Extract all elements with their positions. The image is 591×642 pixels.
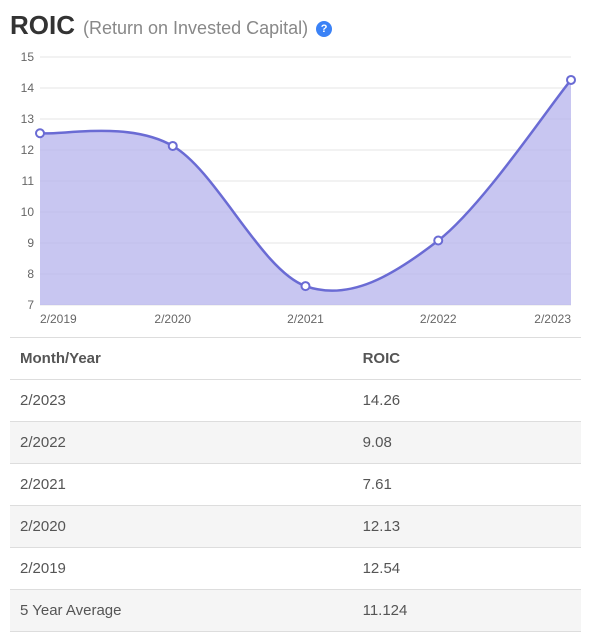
- cell-date: 5 Year Average: [10, 590, 353, 632]
- svg-text:11: 11: [22, 174, 35, 188]
- svg-text:15: 15: [21, 50, 35, 64]
- svg-text:2/2023: 2/2023: [534, 312, 571, 326]
- svg-text:9: 9: [27, 236, 34, 250]
- roic-chart: 7 8 9 10 11 12 13 14 15 2/2019 2/2020 2/2021 2/2022 2…: [10, 49, 581, 331]
- svg-text:12: 12: [21, 143, 35, 157]
- cell-value: 14.26: [353, 380, 581, 422]
- table-row: 2/202314.26: [10, 380, 581, 422]
- table-header-row: Month/Year ROIC: [10, 338, 581, 380]
- cell-value: 7.61: [353, 464, 581, 506]
- cell-date: 2/2021: [10, 464, 353, 506]
- svg-text:13: 13: [21, 112, 35, 126]
- cell-value: 9.08: [353, 422, 581, 464]
- cell-value: 12.13: [353, 506, 581, 548]
- svg-text:2/2021: 2/2021: [287, 312, 324, 326]
- metric-subtitle: (Return on Invested Capital): [83, 18, 308, 39]
- table-row: 2/20229.08: [10, 422, 581, 464]
- col-header-date: Month/Year: [10, 338, 353, 380]
- chart-svg: 7 8 9 10 11 12 13 14 15 2/2019 2/2020 2/2021 2/2022 2…: [10, 49, 581, 331]
- table-row: 5 Year Average11.124: [10, 590, 581, 632]
- table-row: 2/20217.61: [10, 464, 581, 506]
- table-row: 2/201912.54: [10, 548, 581, 590]
- svg-text:10: 10: [21, 205, 35, 219]
- header: ROIC (Return on Invested Capital) ?: [10, 10, 581, 41]
- cell-date: 2/2022: [10, 422, 353, 464]
- cell-date: 2/2019: [10, 548, 353, 590]
- roic-table: Month/Year ROIC 2/202314.262/20229.082/2…: [10, 337, 581, 632]
- metric-title: ROIC: [10, 10, 75, 41]
- help-icon[interactable]: ?: [316, 21, 332, 37]
- table-row: 2/202012.13: [10, 506, 581, 548]
- cell-date: 2/2020: [10, 506, 353, 548]
- col-header-value: ROIC: [353, 338, 581, 380]
- cell-value: 12.54: [353, 548, 581, 590]
- svg-text:14: 14: [21, 81, 35, 95]
- cell-date: 2/2023: [10, 380, 353, 422]
- cell-value: 11.124: [353, 590, 581, 632]
- svg-text:2/2022: 2/2022: [420, 312, 457, 326]
- svg-text:2/2020: 2/2020: [154, 312, 191, 326]
- svg-text:7: 7: [27, 298, 34, 312]
- svg-text:2/2019: 2/2019: [40, 312, 77, 326]
- svg-text:8: 8: [27, 267, 34, 281]
